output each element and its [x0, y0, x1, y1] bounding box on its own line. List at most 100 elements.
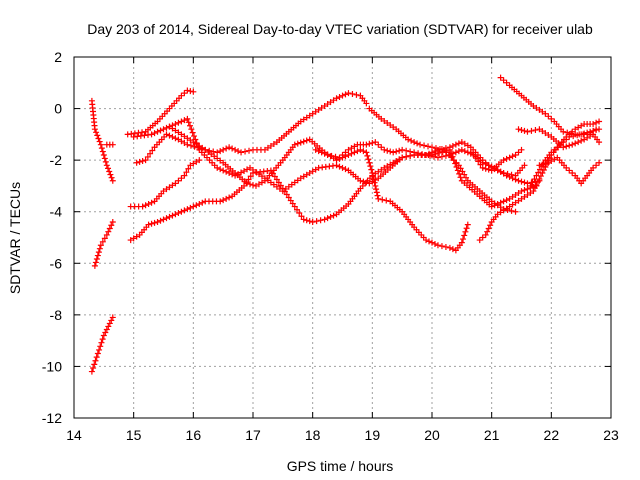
data-point-marker: [353, 91, 360, 98]
data-point-marker: [103, 231, 110, 238]
series-track-d: [103, 141, 116, 148]
data-point-marker: [91, 126, 98, 133]
data-point-marker: [91, 262, 98, 269]
data-point-marker: [442, 243, 449, 250]
data-point-marker: [503, 155, 510, 162]
data-point-marker: [327, 213, 334, 220]
data-point-marker: [193, 202, 200, 209]
data-point-marker: [190, 133, 197, 140]
y-tick-label: -8: [50, 307, 63, 323]
data-point-marker: [96, 138, 103, 145]
data-point-marker: [220, 146, 227, 153]
data-point-marker: [449, 246, 456, 253]
data-point-marker: [515, 126, 522, 133]
data-point-marker: [163, 131, 170, 138]
data-point-marker: [97, 343, 104, 350]
data-point-marker: [578, 137, 585, 144]
data-point-marker: [97, 242, 104, 249]
series-track-g: [133, 131, 471, 254]
data-point-marker: [187, 142, 194, 149]
data-point-marker: [298, 213, 305, 220]
data-point-marker: [446, 244, 453, 251]
data-point-marker: [142, 202, 149, 209]
data-point-marker: [108, 317, 115, 324]
data-point-marker: [187, 204, 194, 211]
data-point-marker: [372, 182, 379, 189]
data-point-marker: [383, 197, 390, 204]
data-point-marker: [572, 140, 579, 147]
data-point-marker: [196, 200, 203, 207]
data-point-marker: [457, 165, 464, 172]
data-point-marker: [484, 228, 491, 235]
data-point-marker: [175, 210, 182, 217]
data-point-marker: [429, 149, 435, 156]
data-point-marker: [487, 222, 494, 229]
data-point-marker: [457, 174, 464, 181]
data-point-marker: [101, 235, 108, 242]
data-point-marker: [560, 128, 567, 135]
data-point-marker: [531, 185, 538, 192]
data-point-marker: [90, 364, 97, 371]
data-point-marker: [232, 146, 239, 153]
data-point-marker: [160, 216, 167, 223]
data-point-marker: [102, 158, 109, 165]
data-point-marker: [370, 176, 377, 183]
data-point-marker: [365, 156, 372, 163]
series-track-n: [497, 74, 600, 138]
data-point-marker: [103, 162, 110, 169]
data-point-marker: [103, 326, 110, 333]
x-tick-label: 19: [365, 427, 381, 443]
data-point-marker: [250, 182, 256, 189]
data-point-marker: [139, 158, 146, 165]
data-point-marker: [524, 128, 531, 135]
data-point-marker: [434, 154, 441, 161]
data-point-marker: [419, 151, 426, 158]
data-point-marker: [387, 148, 394, 155]
data-point-marker: [109, 141, 116, 148]
data-point-marker: [455, 140, 462, 147]
data-point-marker: [438, 243, 445, 250]
data-point-marker: [524, 180, 531, 187]
y-tick-label: -10: [42, 358, 62, 374]
data-point-marker: [581, 130, 588, 137]
data-point-marker: [336, 93, 343, 100]
data-point-marker: [363, 149, 370, 156]
data-point-marker: [332, 153, 339, 160]
data-point-marker: [313, 218, 320, 225]
data-point-marker: [521, 187, 528, 194]
x-tick-label: 18: [305, 427, 321, 443]
data-point-marker: [369, 139, 376, 146]
data-point-marker: [436, 149, 443, 156]
series-track-l: [366, 105, 519, 215]
data-point-marker: [214, 164, 221, 171]
data-point-marker: [403, 147, 410, 154]
data-point-marker: [99, 148, 106, 155]
data-point-marker: [185, 119, 192, 126]
data-point-marker: [524, 186, 531, 193]
data-point-marker: [596, 139, 603, 146]
data-point-marker: [342, 91, 349, 98]
data-point-marker: [217, 198, 224, 205]
data-point-marker: [136, 158, 143, 165]
data-point-marker: [187, 88, 194, 95]
data-point-marker: [464, 221, 471, 228]
data-point-marker: [375, 195, 382, 202]
data-point-marker: [157, 127, 164, 134]
data-point-marker: [267, 167, 274, 174]
data-point-marker: [425, 143, 432, 150]
data-point-marker: [488, 203, 495, 210]
data-point-marker: [109, 177, 116, 184]
data-point-marker: [461, 148, 468, 155]
data-points: [88, 74, 603, 375]
data-point-marker: [145, 221, 152, 228]
data-point-marker: [374, 192, 381, 199]
data-point-marker: [133, 159, 140, 166]
data-point-marker: [518, 178, 525, 185]
data-point-marker: [367, 163, 374, 170]
data-point-marker: [107, 171, 114, 178]
y-tick-label: -6: [50, 255, 63, 271]
data-point-marker: [349, 90, 356, 97]
data-point-marker: [512, 208, 519, 215]
data-point-marker: [328, 152, 335, 159]
data-point-marker: [317, 217, 324, 224]
